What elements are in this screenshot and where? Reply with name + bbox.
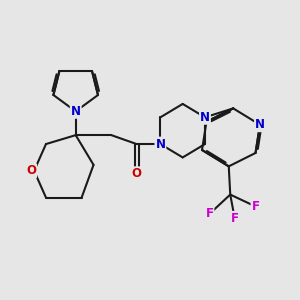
Text: N: N (155, 138, 165, 151)
Text: F: F (231, 212, 239, 225)
Text: F: F (206, 207, 213, 220)
Text: N: N (200, 111, 210, 124)
Text: O: O (26, 164, 36, 177)
Text: N: N (255, 118, 265, 131)
Text: O: O (132, 167, 142, 180)
Text: N: N (71, 105, 81, 118)
Text: F: F (251, 200, 260, 213)
